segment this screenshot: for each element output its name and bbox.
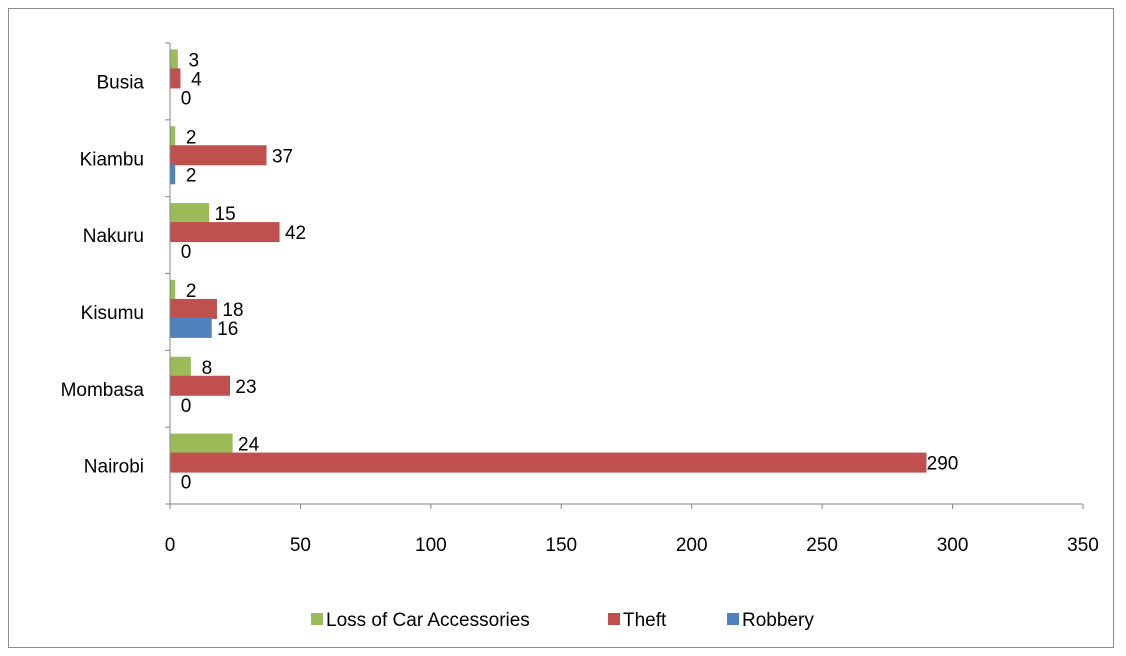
- legend-label: Theft: [623, 610, 667, 631]
- x-tick-label: 50: [290, 535, 311, 556]
- y-tick-label: Nakuru: [83, 226, 144, 247]
- bar: [170, 317, 212, 338]
- bar: [170, 375, 230, 396]
- y-tick-label: Kisumu: [81, 303, 144, 324]
- bar: [170, 145, 267, 166]
- x-tick-label: 150: [545, 535, 577, 556]
- y-tick-label: Kiambu: [80, 149, 144, 170]
- bars-layer: [170, 49, 927, 473]
- x-tick-label: 250: [806, 535, 838, 556]
- bar: [170, 126, 176, 147]
- legend-label: Loss of Car Accessories: [326, 610, 530, 631]
- bar: [170, 49, 178, 70]
- bar: [170, 203, 210, 224]
- y-tick-label: Busia: [96, 72, 144, 93]
- bar: [170, 222, 280, 243]
- legend: Loss of Car Accessories Theft Robbery: [311, 610, 814, 631]
- data-label: 0: [181, 88, 192, 109]
- data-label: 42: [285, 223, 306, 244]
- legend-swatch: [311, 613, 323, 625]
- data-label: 0: [181, 473, 192, 494]
- bar-chart: Nairobi Mombasa Kisumu Nakuru Kiambu Busia 0 50…: [61, 42, 1099, 631]
- legend-label: Robbery: [742, 610, 814, 631]
- data-label: 37: [272, 146, 293, 167]
- data-label: 18: [222, 300, 243, 321]
- bar: [170, 68, 181, 89]
- x-tick-label: 350: [1067, 535, 1099, 556]
- data-label: 24: [238, 435, 260, 456]
- chart-frame: Nairobi Mombasa Kisumu Nakuru Kiambu Busia 0 50…: [8, 8, 1114, 648]
- data-label: 0: [181, 396, 192, 417]
- data-label: 290: [927, 454, 959, 475]
- data-label: 3: [189, 50, 200, 71]
- bar: [170, 164, 176, 185]
- data-label: 15: [215, 204, 236, 225]
- legend-swatch: [727, 613, 739, 625]
- data-label: 23: [235, 377, 256, 398]
- data-label: 2: [186, 281, 197, 302]
- x-tick-label: 0: [165, 535, 176, 556]
- bar: [170, 279, 176, 300]
- y-tick-label: Mombasa: [61, 380, 145, 401]
- y-tick-label: Nairobi: [84, 457, 144, 478]
- legend-swatch: [608, 613, 620, 625]
- data-label: 2: [186, 127, 197, 148]
- x-tick-label: 200: [676, 535, 708, 556]
- x-tick-label: 100: [415, 535, 447, 556]
- data-label: 0: [181, 242, 192, 263]
- bar: [170, 452, 927, 473]
- data-label: 2: [186, 165, 197, 186]
- axes-layer: Nairobi Mombasa Kisumu Nakuru Kiambu Busia 0 50…: [61, 42, 1099, 556]
- bar: [170, 298, 217, 319]
- data-label: 4: [191, 69, 202, 90]
- bar: [170, 356, 191, 377]
- data-label: 16: [217, 319, 238, 340]
- data-label: 8: [202, 358, 213, 379]
- bar: [170, 433, 233, 454]
- x-tick-label: 300: [937, 535, 969, 556]
